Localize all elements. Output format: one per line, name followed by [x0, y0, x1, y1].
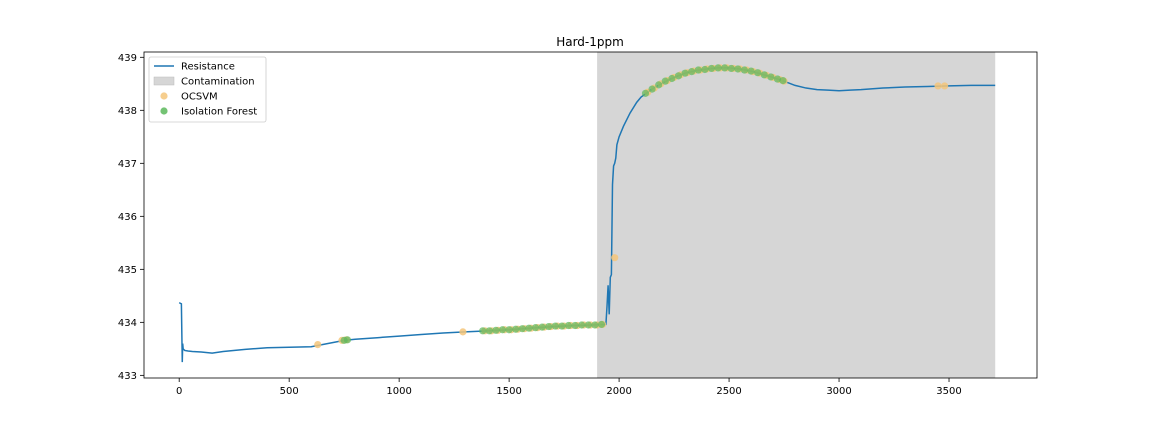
y-tick-label: 439	[118, 53, 137, 64]
isolation-forest-point	[754, 69, 762, 77]
isolation-forest-point	[578, 321, 586, 329]
ocsvm-point	[934, 82, 942, 90]
isolation-forest-point	[760, 71, 768, 79]
x-tick-label: 1000	[386, 386, 411, 397]
isolation-forest-point	[525, 324, 533, 332]
legend-label: OCSVM	[181, 92, 218, 103]
isolation-forest-point	[668, 74, 676, 83]
x-tick-label: 2000	[606, 386, 631, 397]
isolation-forest-point	[727, 64, 735, 73]
isolation-forest-point	[714, 64, 722, 72]
axes: 0 500 1000 1500 2000 2500 3000 3500 433 434 435 436…	[118, 51, 1038, 397]
isolation-forest-point	[597, 320, 606, 329]
y-tick-label: 433	[118, 371, 137, 382]
legend-label: Resistance	[181, 62, 235, 73]
y-tick-label: 435	[118, 265, 137, 276]
isolation-forest-point	[498, 326, 507, 334]
isolation-forest-point	[641, 89, 650, 97]
isolation-forest-markers	[340, 64, 787, 344]
x-tick-label: 1500	[496, 386, 521, 397]
legend: Resistance Contamination OCSVM Isolation Fo…	[148, 56, 267, 123]
isolation-forest-point	[674, 72, 683, 80]
legend-label: Contamination	[181, 77, 255, 88]
isolation-forest-point	[584, 321, 592, 329]
y-tick-label: 436	[118, 212, 137, 223]
isolation-forest-point	[767, 73, 775, 81]
x-tick-label: 3000	[826, 386, 851, 397]
isolation-forest-point	[571, 321, 579, 330]
contamination-region	[597, 52, 996, 378]
y-tick-label: 434	[118, 318, 137, 329]
isolation-forest-point	[343, 336, 352, 344]
ocsvm-point	[941, 82, 949, 90]
y-tick-label: 437	[118, 159, 137, 170]
x-tick-label: 2500	[716, 386, 741, 397]
chart-title: Hard-1ppm	[556, 35, 624, 49]
contamination-span	[597, 52, 996, 378]
isolation-forest-point	[512, 325, 520, 333]
isolation-forest-point	[694, 66, 702, 74]
isolation-forest-point	[648, 85, 656, 93]
legend-label: Isolation Forest	[181, 107, 257, 118]
isolation-forest-point	[518, 325, 526, 333]
x-tick-label: 500	[280, 386, 299, 397]
isolation-forest-point	[558, 322, 566, 330]
isolation-forest-point	[721, 64, 729, 72]
isolation-forest-point	[538, 323, 546, 331]
legend-swatch-contamination	[153, 76, 175, 86]
isolation-forest-point	[564, 321, 573, 330]
isolation-forest-point	[485, 327, 493, 335]
ocsvm-point	[611, 254, 619, 262]
legend-swatch-marker	[160, 92, 168, 100]
isolation-forest-point	[779, 77, 787, 85]
isolation-forest-point	[701, 65, 709, 74]
legend-swatch-marker	[160, 107, 168, 115]
isolation-forest-point	[707, 64, 716, 73]
isolation-forest-point	[505, 326, 513, 334]
isolation-forest-point	[531, 324, 540, 332]
isolation-forest-point	[591, 321, 599, 329]
resistance-line	[178, 67, 996, 363]
isolation-forest-point	[551, 322, 559, 330]
isolation-forest-point	[681, 69, 689, 77]
isolation-forest-point	[773, 75, 782, 83]
ocsvm-point	[314, 341, 322, 349]
y-tick-label: 438	[118, 106, 137, 117]
x-tick-label: 3500	[936, 386, 961, 397]
isolation-forest-point	[747, 67, 755, 75]
x-tick-label: 0	[176, 386, 182, 397]
resistance-series	[178, 67, 996, 363]
isolation-forest-point	[740, 66, 749, 74]
isolation-forest-point	[661, 77, 669, 85]
legend-box	[148, 56, 267, 123]
axes-frame	[143, 51, 1038, 379]
isolation-forest-point	[545, 322, 553, 331]
isolation-forest-point	[688, 68, 696, 76]
ocsvm-point	[459, 328, 467, 336]
isolation-forest-point	[655, 81, 663, 89]
isolation-forest-point	[479, 327, 487, 335]
isolation-forest-point	[734, 65, 742, 73]
isolation-forest-point	[492, 326, 500, 334]
